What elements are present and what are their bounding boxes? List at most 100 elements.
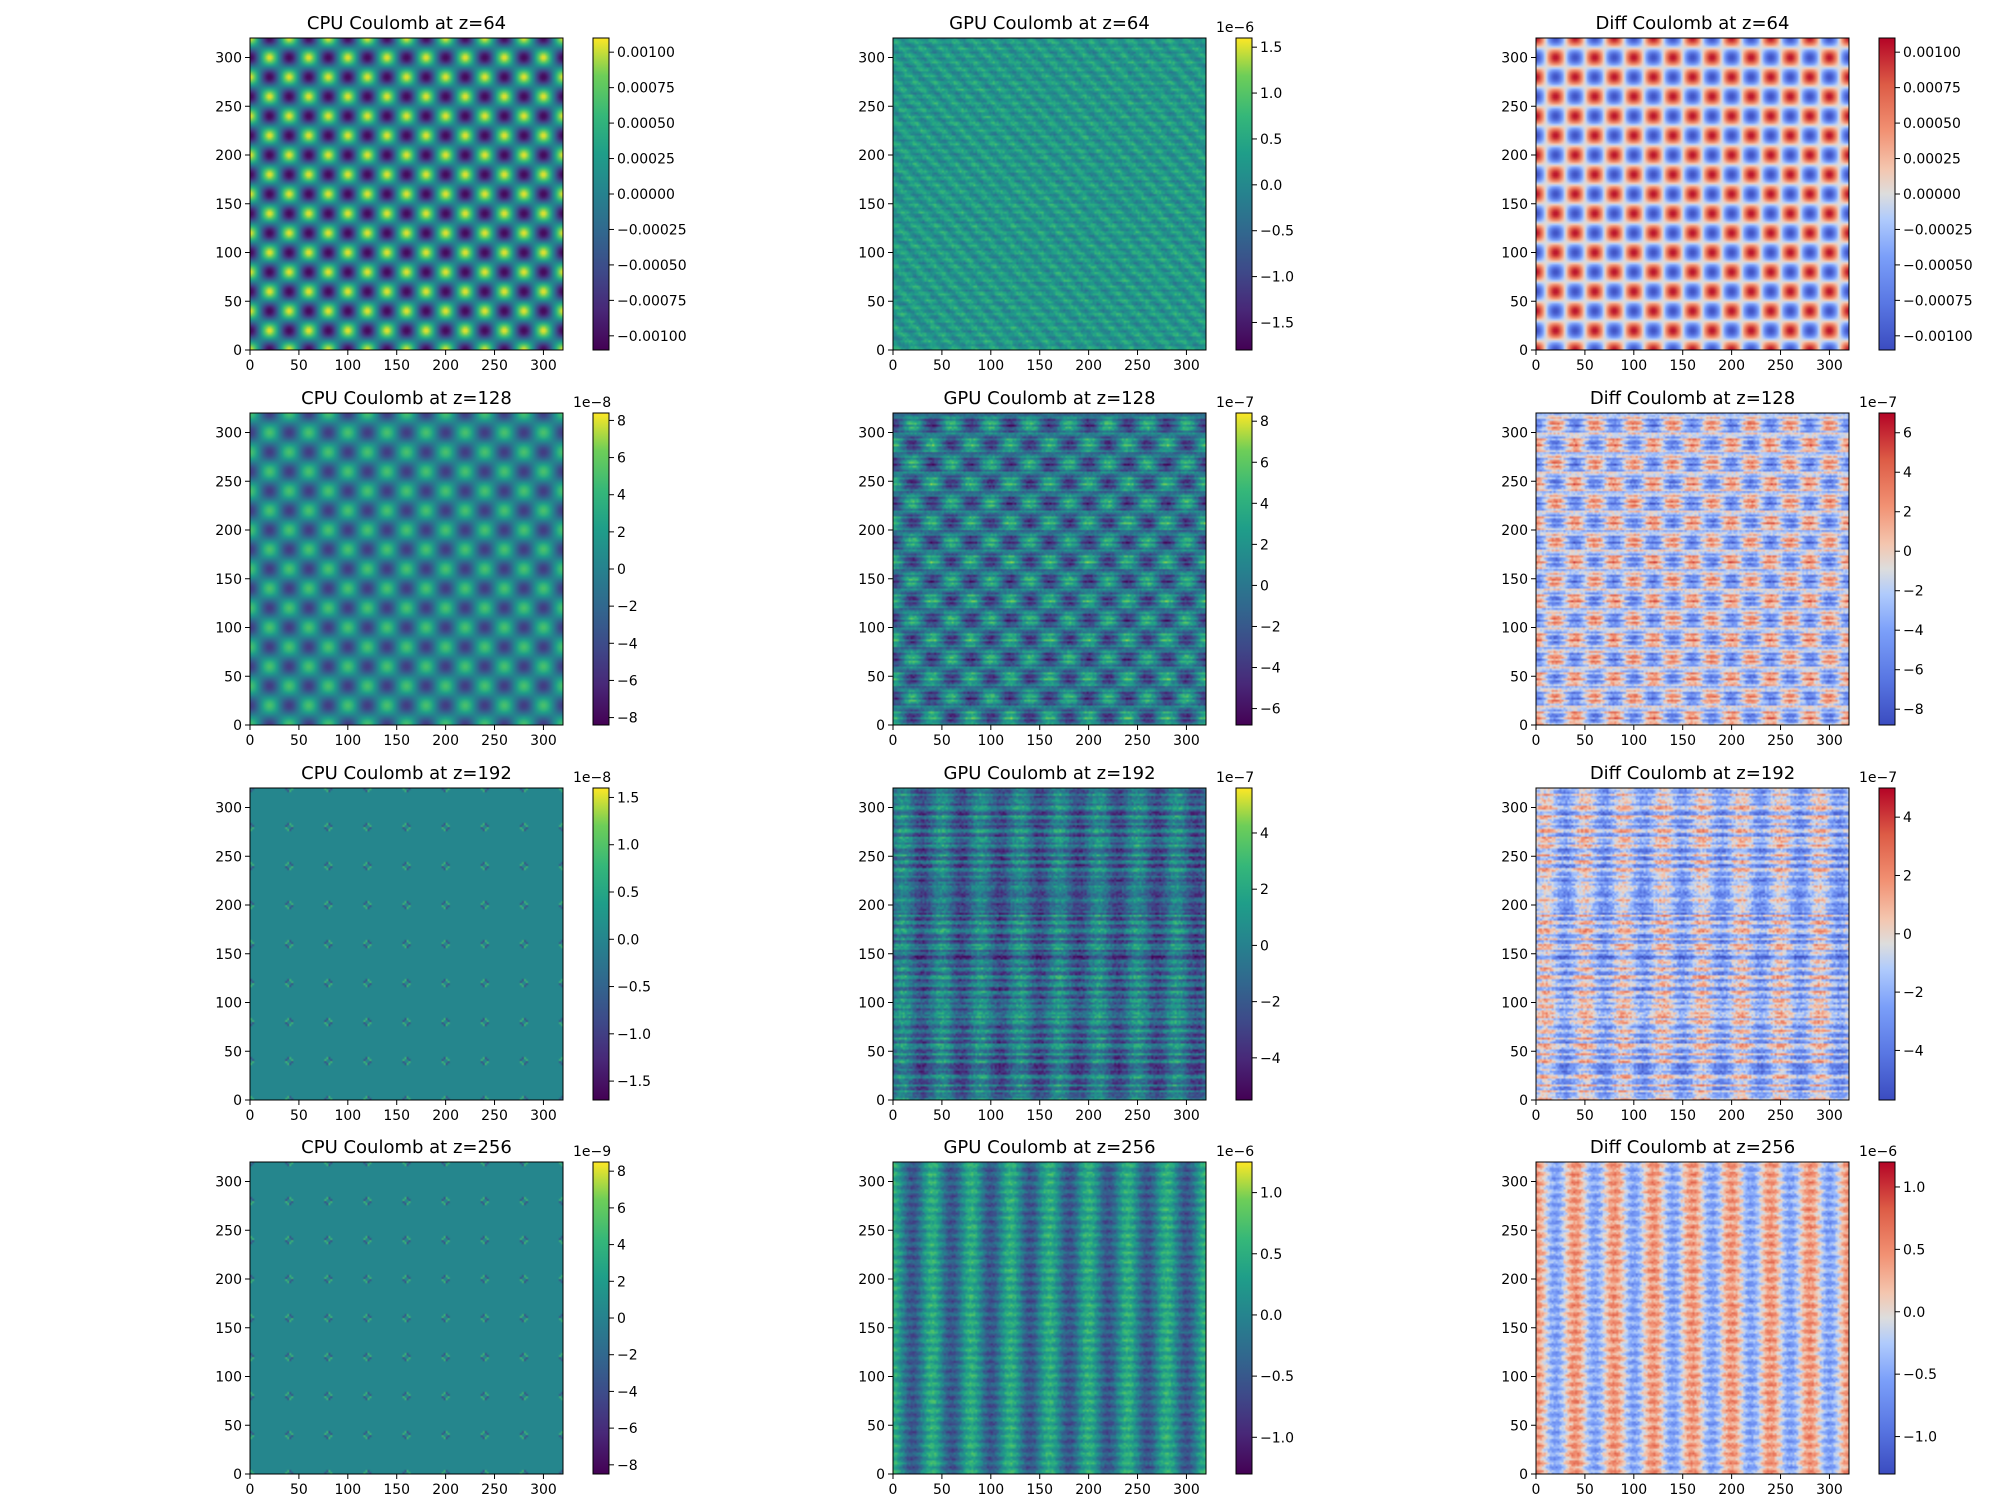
colorbar (1235, 787, 1253, 1101)
subplot-5: GPU Coulomb at z=12800505010010015015020… (858, 388, 1280, 749)
x-tick-label: 200 (1075, 358, 1102, 374)
subplot-title: Diff Coulomb at z=256 (1590, 1137, 1795, 1158)
x-tick-label: 200 (1718, 733, 1745, 749)
y-tick-label: 200 (215, 898, 242, 914)
colorbar-tick-label: 1.0 (1260, 86, 1282, 102)
x-tick-label: 200 (432, 1108, 459, 1124)
colorbar-tick-label: 0.00000 (1903, 187, 1961, 203)
x-tick-label: 50 (290, 1108, 308, 1124)
subplot-7: CPU Coulomb at z=192 00 50 50 100 100 150 150 20… (215, 763, 651, 1124)
y-tick-label: 0 (876, 343, 885, 359)
y-tick-label: 250 (1501, 1223, 1528, 1239)
y-tick-label: 150 (1501, 947, 1528, 963)
subplot-title: CPU Coulomb at z=192 (301, 763, 512, 784)
subplot-title: Diff Coulomb at z=64 (1596, 13, 1790, 34)
y-tick-label: 100 (858, 246, 885, 262)
y-tick-label: 250 (858, 849, 885, 865)
colorbar (1878, 1161, 1896, 1475)
x-tick-label: 200 (432, 358, 459, 374)
y-tick-label: 0 (233, 718, 242, 734)
y-tick-label: 300 (215, 1175, 242, 1191)
x-tick-label: 150 (1026, 1108, 1053, 1124)
y-tick-label: 200 (1501, 1272, 1528, 1288)
y-tick-label: 300 (215, 51, 242, 67)
subplot-title: Diff Coulomb at z=128 (1590, 388, 1795, 409)
x-tick-label: 250 (1767, 1108, 1794, 1124)
x-tick-label: 100 (334, 733, 361, 749)
colorbar-exponent-label: 1e−8 (573, 770, 611, 786)
x-tick-label: 150 (383, 1108, 410, 1124)
x-tick-label: 300 (1816, 358, 1843, 374)
subplot-1: CPU Coulomb at z=64 00 50 50 100 100 150 150 200… (215, 13, 686, 374)
y-tick-label: 0 (233, 343, 242, 359)
y-tick-label: 250 (215, 99, 242, 115)
colorbar (592, 37, 610, 351)
colorbar-tick-label: 6 (617, 451, 626, 467)
x-tick-label: 300 (1173, 1482, 1200, 1498)
y-tick-label: 100 (858, 996, 885, 1012)
y-tick-label: 0 (233, 1093, 242, 1109)
y-tick-label: 250 (858, 99, 885, 115)
colorbar-tick-label: −0.00075 (617, 293, 687, 309)
colorbar-tick-label: −0.00025 (1903, 222, 1973, 238)
colorbar-tick-label: −2 (1260, 995, 1281, 1011)
y-tick-label: 0 (1519, 1467, 1528, 1483)
x-tick-label: 100 (334, 1108, 361, 1124)
x-tick-label: 300 (1173, 358, 1200, 374)
x-tick-label: 250 (1124, 358, 1151, 374)
colorbar-tick-label: −6 (617, 673, 638, 689)
x-tick-label: 150 (383, 733, 410, 749)
x-tick-label: 250 (481, 1108, 508, 1124)
x-tick-label: 300 (530, 1482, 557, 1498)
x-tick-label: 100 (1620, 1108, 1647, 1124)
x-tick-label: 50 (933, 1108, 951, 1124)
colorbar-tick-label: 0 (617, 1311, 626, 1327)
colorbar-tick-label: 0.5 (617, 885, 639, 901)
x-tick-label: 300 (530, 733, 557, 749)
x-tick-label: 150 (383, 358, 410, 374)
x-tick-label: 200 (1718, 1108, 1745, 1124)
x-tick-label: 300 (530, 1108, 557, 1124)
subplot-title: CPU Coulomb at z=256 (301, 1137, 512, 1158)
x-tick-label: 150 (1669, 1482, 1696, 1498)
colorbar-tick-label: 4 (1260, 496, 1269, 512)
plot-frame (892, 37, 1207, 351)
x-tick-label: 50 (933, 733, 951, 749)
colorbar-exponent-label: 1e−7 (1216, 770, 1254, 786)
y-tick-label: 200 (858, 148, 885, 164)
colorbar-tick-label: −4 (617, 636, 638, 652)
colorbar-tick-label: 0.00000 (617, 187, 675, 203)
subplot-11: GPU Coulomb at z=256 00 50 50 100 100 150 150 20… (858, 1137, 1294, 1498)
x-tick-label: 0 (889, 1108, 898, 1124)
y-tick-label: 0 (876, 1467, 885, 1483)
colorbar-tick-label: 0.00050 (1903, 116, 1961, 132)
subplot-title: CPU Coulomb at z=64 (307, 13, 506, 34)
colorbar (1878, 787, 1896, 1101)
y-tick-label: 300 (858, 1175, 885, 1191)
colorbar-tick-label: −8 (1903, 702, 1924, 718)
colorbar-tick-label: 4 (1903, 465, 1912, 481)
colorbar (1235, 37, 1253, 351)
subplot-2: GPU Coulomb at z=64 00 50 50 100 100 150 150 200… (858, 13, 1294, 374)
x-tick-label: 100 (1620, 358, 1647, 374)
y-tick-label: 0 (1519, 718, 1528, 734)
y-tick-label: 250 (858, 1223, 885, 1239)
x-tick-label: 150 (1026, 733, 1053, 749)
x-tick-label: 250 (481, 733, 508, 749)
plot-frame (892, 787, 1207, 1101)
x-tick-label: 50 (933, 358, 951, 374)
x-tick-label: 100 (977, 1482, 1004, 1498)
colorbar-tick-label: 6 (1260, 455, 1269, 471)
y-tick-label: 100 (1501, 621, 1528, 637)
colorbar-tick-label: 8 (617, 1164, 626, 1180)
colorbar-tick-label: −6 (1903, 663, 1924, 679)
y-tick-label: 200 (1501, 523, 1528, 539)
x-tick-label: 0 (889, 358, 898, 374)
x-tick-label: 150 (383, 1482, 410, 1498)
colorbar-tick-label: −8 (617, 1458, 638, 1474)
x-tick-label: 50 (1576, 1482, 1594, 1498)
colorbar-exponent-label: 1e−7 (1859, 395, 1897, 411)
heatmap-image (1536, 38, 1849, 350)
colorbar-tick-label: 0.0 (1903, 1305, 1925, 1321)
y-tick-label: 50 (224, 669, 242, 685)
